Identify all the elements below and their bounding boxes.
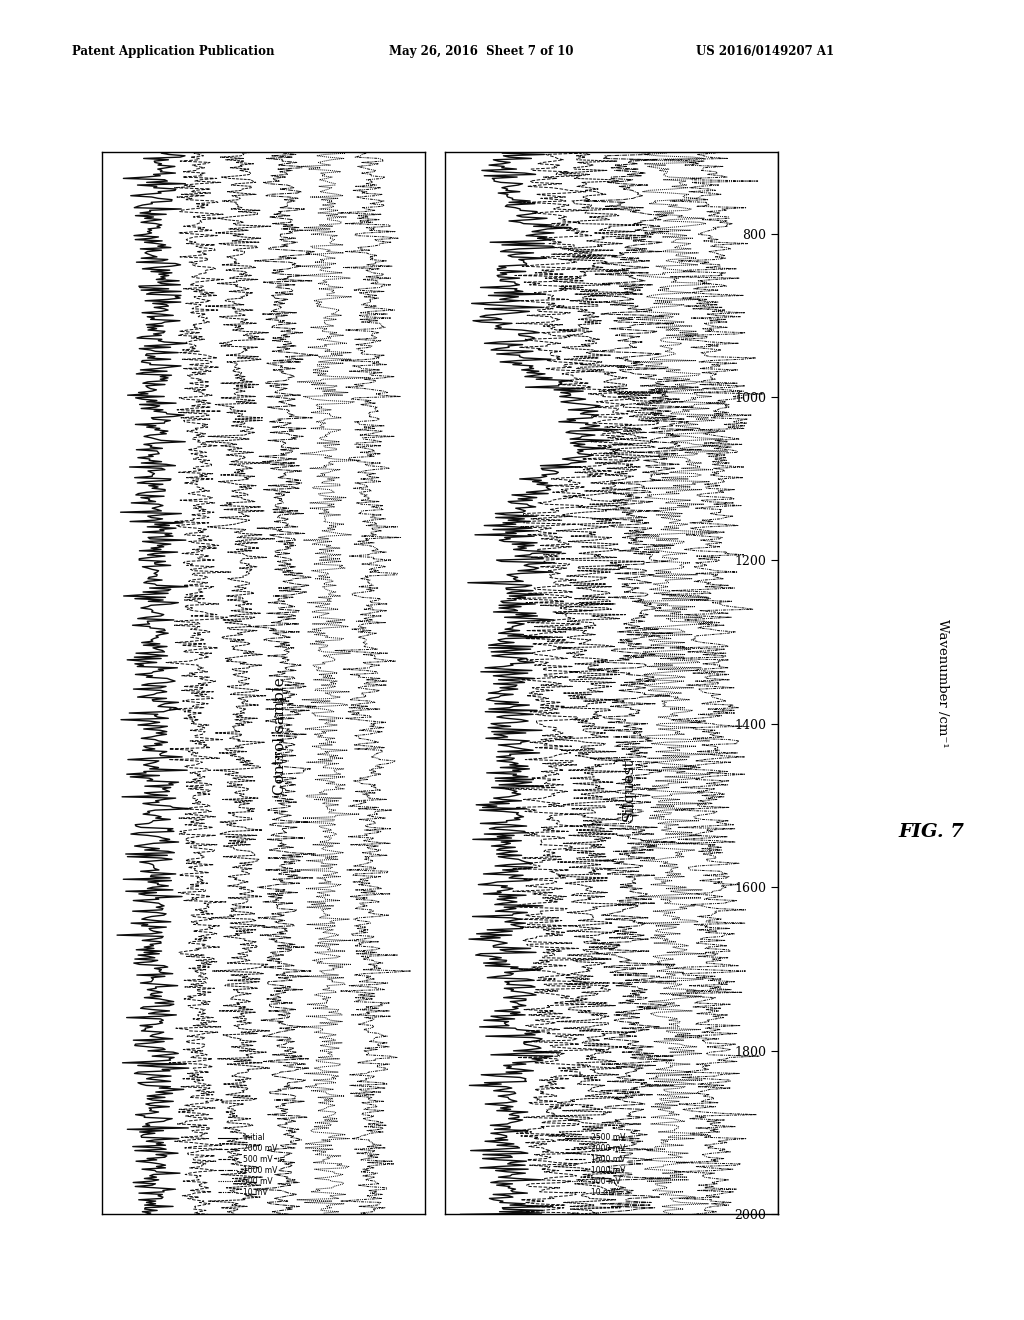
Text: May 26, 2016  Sheet 7 of 10: May 26, 2016 Sheet 7 of 10 (389, 45, 573, 58)
Text: FIG. 7: FIG. 7 (899, 822, 965, 841)
Text: Wavenumber /cm⁻¹: Wavenumber /cm⁻¹ (936, 619, 948, 747)
Legend: initial, 2000 mV, 500 mV, 1000 mV, 500 mV, 10 mV: initial, 2000 mV, 500 mV, 1000 mV, 500 m… (215, 1130, 281, 1200)
Text: Silquest: Silquest (622, 758, 636, 821)
Legend: 2500 mV, 2000 mV, 1500 mV, 1000 mV, 500 mV, 10 mV: 2500 mV, 2000 mV, 1500 mV, 1000 mV, 500 … (562, 1130, 628, 1200)
Text: US 2016/0149207 A1: US 2016/0149207 A1 (696, 45, 835, 58)
Text: Patent Application Publication: Patent Application Publication (72, 45, 274, 58)
Text: Control sample: Control sample (272, 677, 287, 795)
